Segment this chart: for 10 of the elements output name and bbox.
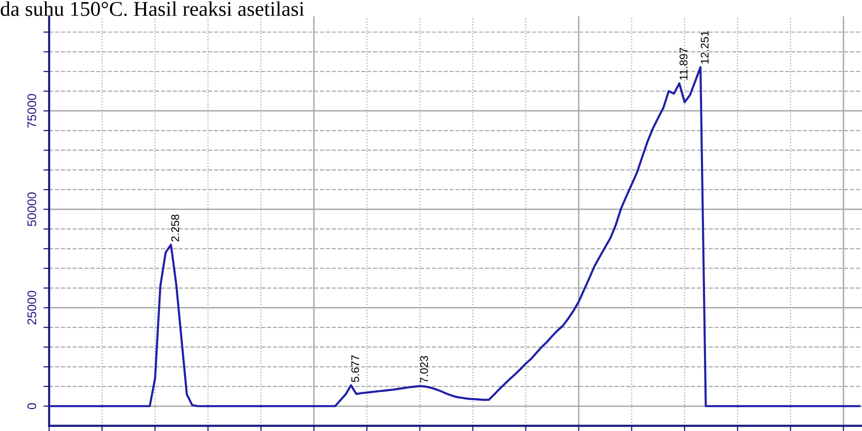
- annotation: 12.251: [700, 30, 709, 64]
- annotation: 5.677: [351, 355, 360, 382]
- y-tick-label: 0: [27, 403, 36, 410]
- y-tick-label: 75000: [27, 94, 36, 128]
- annotation: 2.258: [171, 214, 180, 242]
- annotation: 7.023: [420, 356, 428, 383]
- annotation: 11.897: [680, 48, 688, 80]
- y-tick-label: 25000: [27, 290, 36, 324]
- chart-title: da suhu 150°C. Hasil reaksi asetilasi: [0, 1, 304, 16]
- y-tick-label: 50000: [27, 192, 36, 226]
